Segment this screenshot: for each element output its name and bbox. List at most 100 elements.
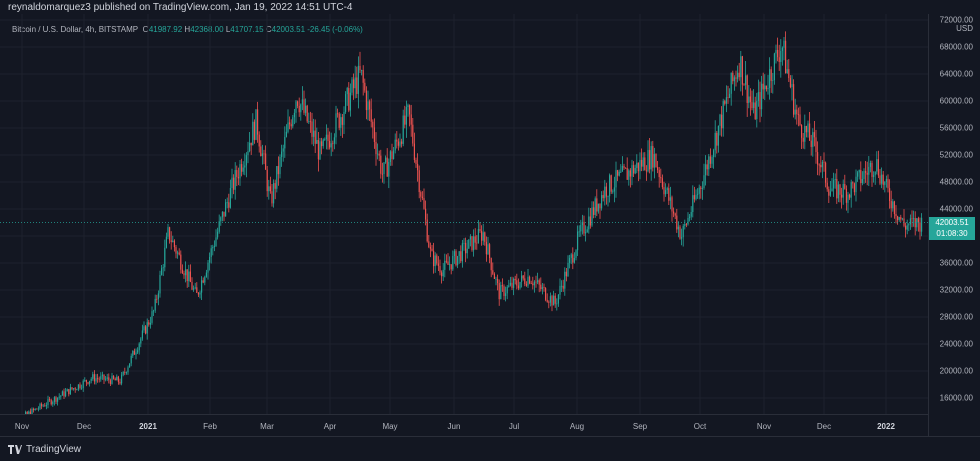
symbol-name: Bitcoin / U.S. Dollar, 4h, BITSTAMP — [12, 25, 139, 34]
candle — [874, 171, 876, 185]
candle-body — [578, 231, 580, 233]
candle — [786, 59, 788, 74]
candle-body — [133, 350, 135, 355]
candle — [441, 270, 443, 284]
candle-body — [47, 399, 49, 406]
tradingview-logo[interactable]: TradingView — [8, 444, 81, 455]
candle — [685, 223, 687, 228]
candle-body — [218, 221, 220, 232]
candle — [234, 162, 236, 200]
candle-body — [194, 287, 196, 289]
candle-body — [681, 237, 683, 239]
candle-body — [345, 94, 347, 112]
candle-body — [441, 272, 443, 277]
candle — [298, 97, 300, 117]
candle — [906, 219, 908, 235]
candle — [319, 138, 321, 161]
candle — [125, 371, 127, 375]
candle — [673, 207, 675, 218]
candle — [289, 116, 291, 130]
candle-body — [191, 281, 193, 290]
candle-body — [767, 87, 769, 90]
candle-body — [231, 177, 233, 188]
candle — [703, 163, 705, 190]
candle-body — [207, 262, 209, 273]
candle — [759, 81, 761, 123]
candle-body — [921, 217, 923, 232]
candle — [313, 118, 315, 147]
candle — [855, 169, 857, 202]
candle — [809, 112, 811, 141]
price-tick-label: 64000.00 — [939, 69, 973, 79]
candle — [524, 271, 526, 287]
candle-body — [812, 132, 814, 147]
candle — [369, 99, 371, 122]
candle — [634, 164, 636, 175]
time-axis[interactable]: Nov Dec 2021 Feb Mar Apr May Jun Jul Aug Sep Oct Nov… — [0, 414, 928, 437]
candle — [233, 174, 235, 195]
candle-body — [898, 217, 900, 220]
candle-body — [461, 243, 463, 262]
candle — [689, 214, 691, 222]
candle-body — [815, 137, 817, 153]
candle-body — [860, 170, 862, 184]
candle-body — [674, 213, 676, 216]
candle-body — [589, 216, 591, 226]
candle-body — [626, 168, 628, 180]
candle-body — [354, 77, 356, 89]
candle — [591, 201, 593, 227]
price-axis[interactable]: USD 68000.00 64000.00 60000.00 56000.00 5200… — [928, 14, 980, 436]
candle — [567, 255, 569, 277]
candle — [613, 176, 615, 203]
candle-body — [481, 230, 483, 241]
candle — [205, 269, 207, 278]
candle — [119, 378, 121, 385]
candle-body — [506, 286, 508, 294]
candle — [71, 387, 73, 391]
candle-body — [533, 281, 535, 286]
candle — [301, 86, 303, 111]
high-value: 42368.00 — [190, 25, 224, 34]
candle-body — [137, 350, 139, 353]
candle — [823, 152, 825, 172]
candle — [650, 141, 652, 181]
candle — [34, 408, 36, 411]
candle-body — [669, 197, 671, 201]
price-tick-label: 24000.00 — [939, 339, 973, 349]
candle — [533, 280, 535, 293]
candle — [172, 235, 174, 243]
candle — [492, 262, 494, 276]
candle-body — [541, 287, 543, 290]
candle — [151, 306, 153, 325]
candle-body — [885, 178, 887, 182]
chart-area[interactable] — [0, 14, 928, 414]
candle — [657, 161, 659, 174]
candle-body — [828, 189, 830, 196]
candle-body — [340, 117, 342, 128]
candle — [42, 404, 44, 408]
candle-body — [381, 173, 383, 175]
price-chart[interactable] — [0, 14, 928, 414]
candle — [602, 190, 604, 202]
candle — [212, 244, 214, 256]
candle-body — [244, 165, 246, 168]
candle — [183, 270, 185, 279]
candle-body — [375, 141, 377, 155]
candle — [730, 72, 732, 106]
candle — [373, 118, 375, 149]
candle-body — [444, 260, 446, 270]
candle — [549, 292, 551, 307]
time-tick-label: Oct — [693, 422, 707, 431]
candle — [490, 257, 492, 278]
candle-body — [370, 109, 372, 122]
candle-body — [90, 378, 92, 381]
candle-body — [564, 271, 566, 289]
candle-body — [797, 114, 799, 116]
candle — [489, 242, 491, 264]
candle — [884, 181, 886, 193]
candle-body — [129, 363, 131, 368]
time-tick-label: 2022 — [877, 422, 895, 431]
candle — [193, 285, 195, 292]
candle-body — [252, 121, 254, 146]
candle — [852, 181, 854, 189]
